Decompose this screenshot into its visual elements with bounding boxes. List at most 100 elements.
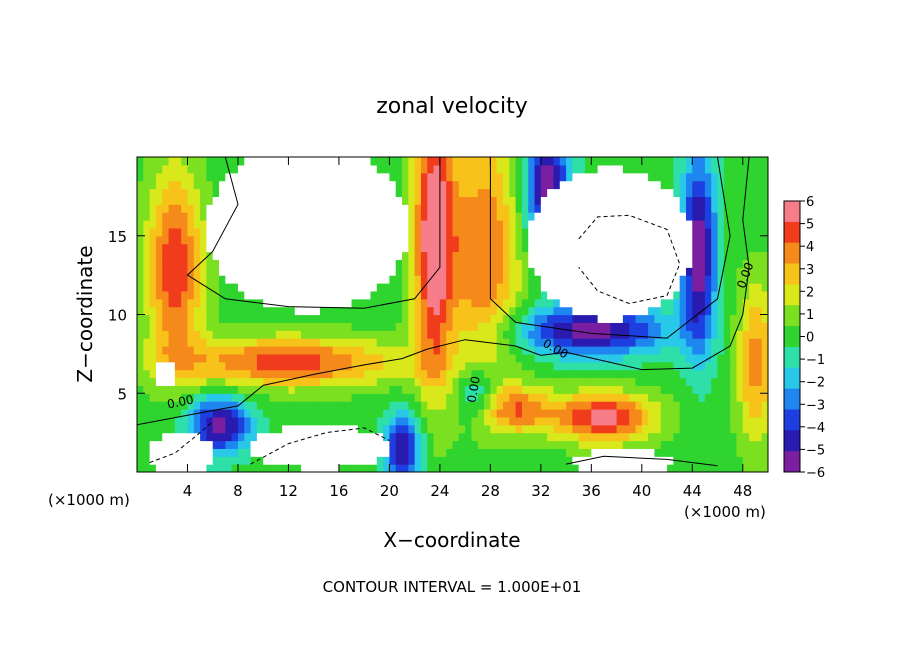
heatmap-cell xyxy=(578,227,586,237)
heatmap-cell xyxy=(357,464,365,472)
heatmap-cell xyxy=(155,298,163,308)
heatmap-cell xyxy=(698,164,706,174)
heatmap-cell xyxy=(414,416,422,426)
heatmap-cell xyxy=(149,267,157,276)
heatmap-cell xyxy=(660,267,668,276)
heatmap-cell xyxy=(540,393,548,402)
heatmap-cell xyxy=(155,180,163,190)
heatmap-cell xyxy=(572,306,580,316)
heatmap-cell xyxy=(439,322,447,331)
heatmap-cell xyxy=(679,306,687,316)
heatmap-cell xyxy=(319,448,327,457)
heatmap-cell xyxy=(319,314,327,323)
heatmap-cell xyxy=(193,448,201,457)
heatmap-cell xyxy=(402,330,409,339)
heatmap-cell xyxy=(338,243,346,253)
heatmap-cell xyxy=(370,259,378,268)
heatmap-cell xyxy=(534,172,542,182)
heatmap-cell xyxy=(711,220,719,229)
heatmap-cell xyxy=(269,353,277,363)
heatmap-cell xyxy=(502,267,510,276)
heatmap-cell xyxy=(149,243,157,253)
heatmap-cell xyxy=(225,235,233,245)
heatmap-cell xyxy=(515,306,523,316)
heatmap-cell xyxy=(553,164,561,174)
heatmap-cell xyxy=(206,243,214,253)
heatmap-cell xyxy=(389,464,397,472)
heatmap-cell xyxy=(635,290,643,300)
heatmap-cell xyxy=(307,164,315,174)
heatmap-cell xyxy=(357,275,365,284)
heatmap-cell xyxy=(685,416,693,426)
heatmap-cell xyxy=(137,275,144,284)
heatmap-cell xyxy=(635,235,643,245)
heatmap-cell xyxy=(585,157,592,166)
heatmap-cell xyxy=(446,401,454,410)
heatmap-cell xyxy=(648,251,656,260)
heatmap-cell xyxy=(515,251,523,260)
heatmap-cell xyxy=(610,409,618,418)
heatmap-cell xyxy=(364,440,372,449)
heatmap-cell xyxy=(225,290,233,300)
heatmap-cell xyxy=(395,424,403,434)
heatmap-cell xyxy=(553,227,561,237)
heatmap-cell xyxy=(502,283,510,292)
heatmap-cell xyxy=(357,172,365,182)
heatmap-cell xyxy=(244,464,252,472)
heatmap-cell xyxy=(395,180,403,190)
heatmap-cell xyxy=(162,440,170,449)
heatmap-cell xyxy=(288,212,296,221)
heatmap-cell xyxy=(212,416,220,426)
heatmap-cell xyxy=(433,188,441,197)
heatmap-cell xyxy=(616,322,624,331)
heatmap-cell xyxy=(761,448,768,457)
heatmap-cell xyxy=(755,314,763,323)
heatmap-cell xyxy=(521,212,529,221)
heatmap-cell xyxy=(629,393,637,402)
heatmap-cell xyxy=(458,322,466,331)
heatmap-cell xyxy=(736,220,744,229)
heatmap-cell xyxy=(603,220,611,229)
heatmap-cell xyxy=(376,180,384,190)
heatmap-cell xyxy=(730,353,738,363)
heatmap-cell xyxy=(263,251,271,260)
heatmap-cell xyxy=(465,369,473,379)
heatmap-cell xyxy=(181,464,189,472)
heatmap-cell xyxy=(244,172,252,182)
heatmap-cell xyxy=(200,330,208,339)
heatmap-cell xyxy=(528,448,536,457)
heatmap-cell xyxy=(730,314,738,323)
heatmap-cell xyxy=(193,298,201,308)
colorbar-swatch xyxy=(784,326,800,348)
heatmap-cell xyxy=(427,409,435,418)
heatmap-cell xyxy=(275,290,283,300)
heatmap-cell xyxy=(275,204,283,213)
heatmap-cell xyxy=(698,393,706,402)
heatmap-cell xyxy=(326,314,334,323)
heatmap-cell xyxy=(174,424,182,434)
heatmap-cell xyxy=(641,385,649,394)
heatmap-cell xyxy=(155,196,163,205)
heatmap-cell xyxy=(667,259,674,268)
heatmap-cell xyxy=(332,290,340,300)
heatmap-cell xyxy=(629,361,637,371)
heatmap-cell xyxy=(591,290,599,300)
heatmap-cell xyxy=(345,440,353,449)
heatmap-cell xyxy=(685,393,693,402)
heatmap-cell xyxy=(263,361,271,371)
heatmap-cell xyxy=(572,322,580,331)
heatmap-cell xyxy=(345,275,353,284)
heatmap-cell xyxy=(402,338,409,347)
heatmap-cell xyxy=(357,330,365,339)
heatmap-cell xyxy=(515,346,523,355)
heatmap-cell xyxy=(534,164,542,174)
heatmap-cell xyxy=(521,283,529,292)
heatmap-cell xyxy=(187,204,195,213)
heatmap-cell xyxy=(269,385,277,394)
heatmap-cell xyxy=(749,196,756,205)
heatmap-cell xyxy=(364,157,372,166)
heatmap-cell xyxy=(515,180,523,190)
x-tick-label: 20 xyxy=(380,482,399,500)
heatmap-cell xyxy=(364,393,372,402)
heatmap-cell xyxy=(187,369,195,379)
